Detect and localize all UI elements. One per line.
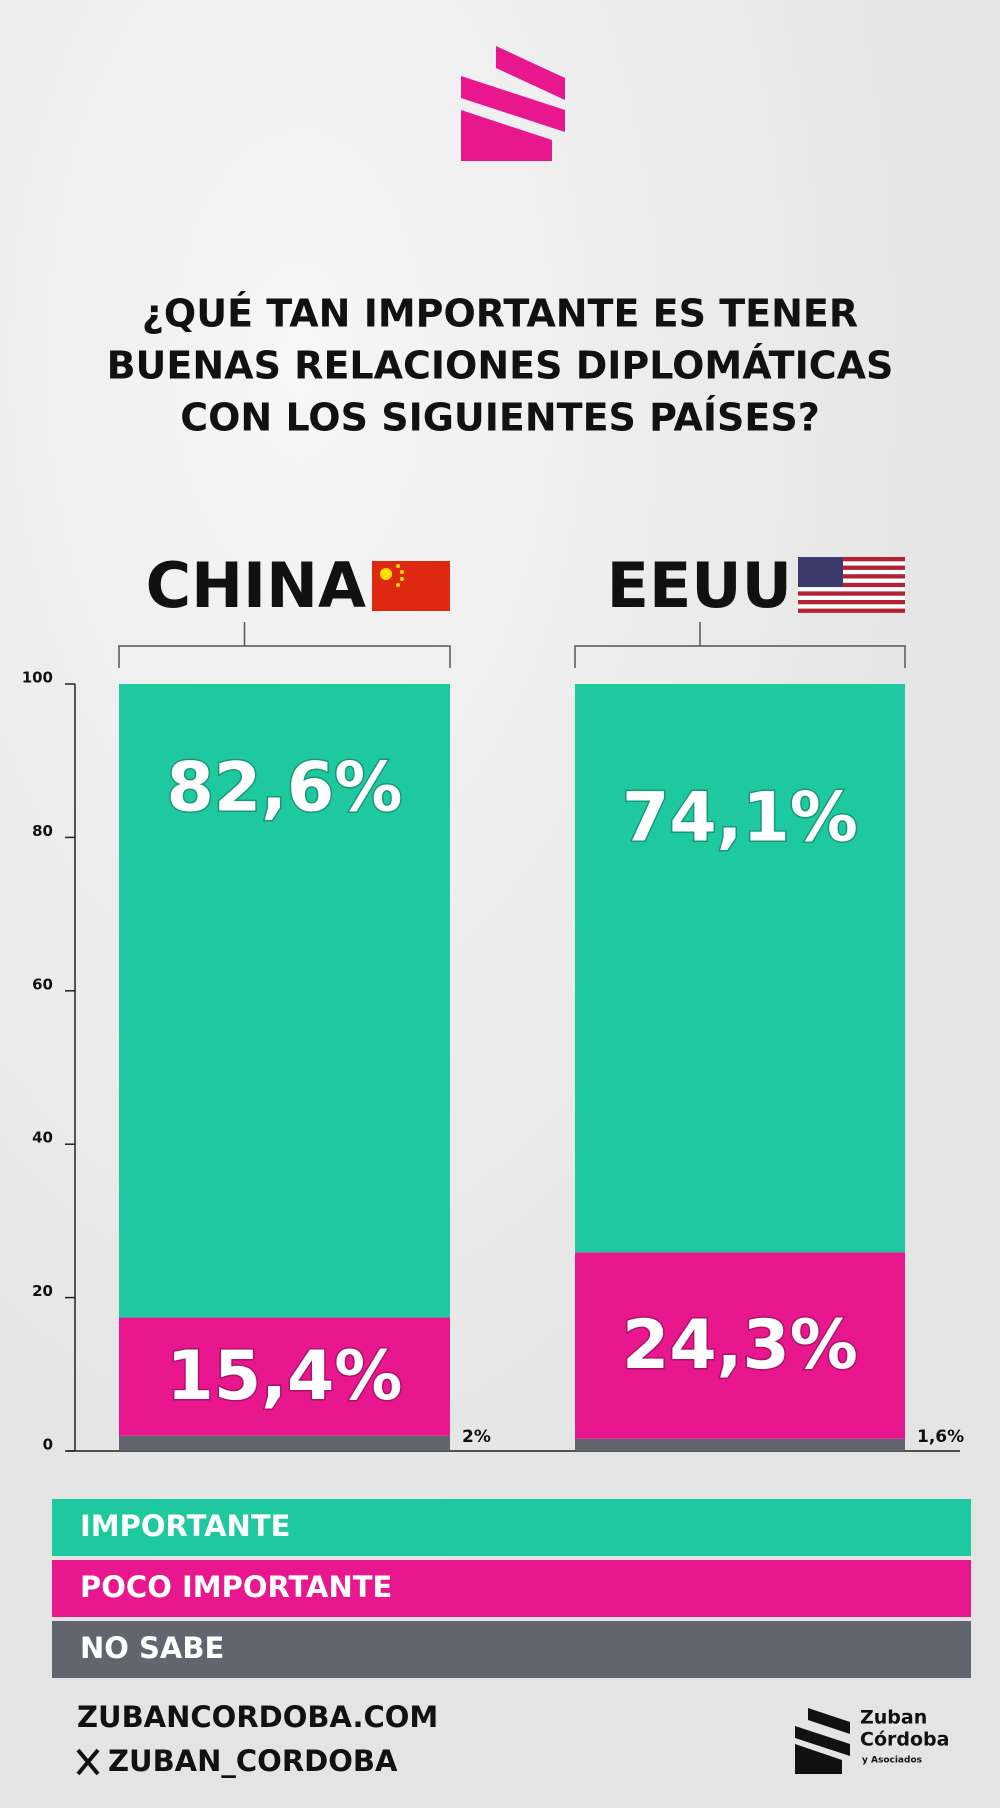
value-label: 15,4% <box>167 1337 403 1416</box>
value-label: 2% <box>462 1427 491 1447</box>
legend-swatch <box>52 1621 971 1678</box>
flag-stripe <box>798 608 905 613</box>
y-tick-label: 60 <box>32 975 53 993</box>
legend-swatch <box>52 1499 971 1556</box>
value-label: 1,6% <box>917 1427 964 1447</box>
brand-name: Zuban <box>860 1707 927 1729</box>
title-line: BUENAS RELACIONES DIPLOMÁTICAS <box>107 344 894 388</box>
legend-swatch <box>52 1560 971 1617</box>
flag-stripe <box>798 557 905 562</box>
flag-star <box>396 564 400 568</box>
bar-segment <box>119 1317 450 1436</box>
legend-label: NO SABE <box>80 1631 224 1665</box>
y-tick-label: 80 <box>32 822 53 840</box>
flag-stripe <box>798 582 905 588</box>
bar-segment <box>575 1438 905 1451</box>
top-logo <box>461 46 565 161</box>
bracket <box>574 622 906 668</box>
bracket <box>118 622 451 668</box>
bar-segment <box>575 684 905 1253</box>
flag-stripe <box>798 565 905 570</box>
flag-stripe <box>798 600 905 605</box>
y-tick-label: 100 <box>22 669 53 687</box>
value-label: 24,3% <box>622 1306 858 1385</box>
title-line: CON LOS SIGUIENTES PAÍSES? <box>180 396 820 440</box>
flag-stripe <box>798 574 905 579</box>
social-handle: ZUBAN_CORDOBA <box>108 1744 398 1778</box>
value-label: 82,6% <box>167 749 403 828</box>
flag-star <box>400 577 404 581</box>
y-tick-label: 0 <box>43 1436 53 1454</box>
category-label: EEUU <box>607 549 792 622</box>
flag-canton <box>798 557 843 587</box>
flag-star <box>400 570 404 574</box>
title-line: ¿QUÉ TAN IMPORTANTE ES TENER <box>142 292 858 336</box>
value-label: 74,1% <box>622 779 858 858</box>
legend-label: IMPORTANTE <box>80 1509 290 1543</box>
category-label: CHINA <box>146 549 366 622</box>
flag-star <box>380 568 392 580</box>
bar-segment <box>119 684 450 1318</box>
y-tick-label: 40 <box>32 1129 53 1147</box>
brand-logo <box>795 1708 850 1774</box>
bar-segment <box>119 1435 450 1451</box>
flag-stripe <box>798 591 905 596</box>
x-icon <box>76 1748 100 1776</box>
bar-segment <box>575 1252 905 1439</box>
flag-star <box>396 583 400 587</box>
brand-tagline: y Asociados <box>862 1756 922 1766</box>
y-tick-label: 20 <box>32 1282 53 1300</box>
legend-label: POCO IMPORTANTE <box>80 1570 392 1604</box>
website: ZUBANCORDOBA.COM <box>77 1700 438 1734</box>
brand-name: Córdoba <box>860 1729 949 1751</box>
